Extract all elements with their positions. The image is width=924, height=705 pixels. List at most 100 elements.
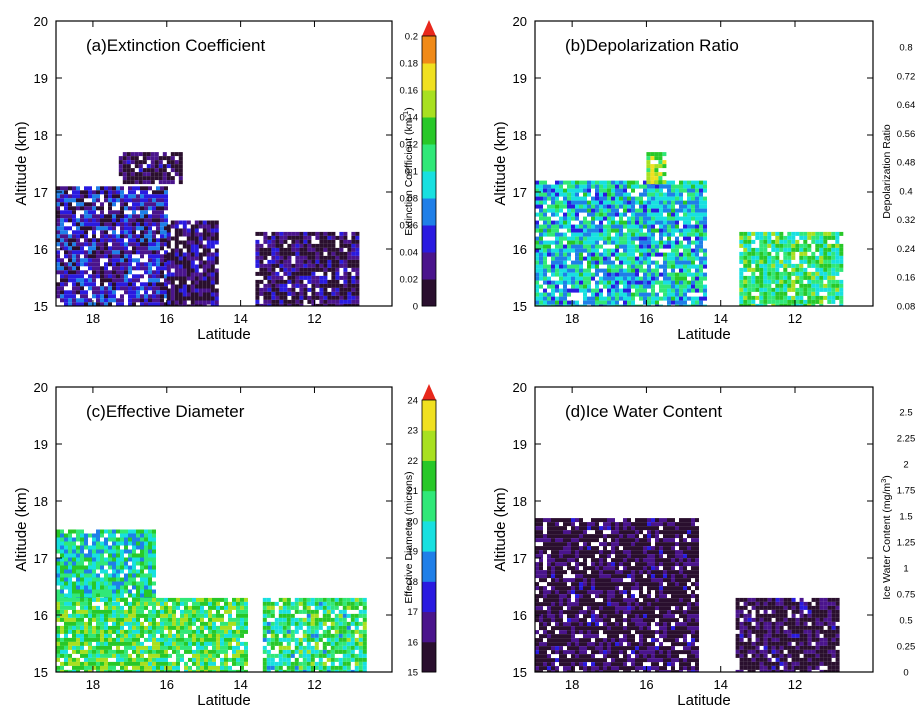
x-tick-label: 18: [565, 677, 579, 692]
colorbar-swatch: [422, 117, 436, 145]
colorbar-tick-label: 1.25: [897, 538, 916, 549]
colorbar-swatch: [422, 551, 436, 582]
colorbar-tick-label: 0.25: [897, 642, 916, 653]
colorbar-tick-label: 0: [903, 668, 908, 679]
x-tick-label: 14: [233, 311, 247, 326]
panel-c: 15 16 17 18 19 20 18 16 14 12 Latitude Altitude (km…: [13, 380, 437, 705]
colorbar-swatch: [422, 279, 436, 307]
x-tick-label: 16: [639, 311, 653, 326]
colorbar-tick-label: 0.04: [400, 248, 419, 259]
colorbar-swatch: [422, 198, 436, 226]
heatmap-region: [262, 597, 367, 672]
colorbar: 0.08 0.16 0.24 0.32 0.4 0.48 0.56 0.64 0.72 0.8 De…: [881, 43, 915, 313]
y-tick-label: 20: [513, 380, 527, 395]
y-tick-label: 20: [34, 14, 48, 29]
x-tick-label: 14: [713, 311, 727, 326]
colorbar-tick-label: 0.75: [897, 590, 916, 601]
y-tick-label: 18: [513, 494, 527, 509]
colorbar-tick-label: 0.24: [897, 244, 916, 255]
colorbar-tick-label: 0.16: [897, 273, 916, 284]
y-tick-label: 15: [513, 665, 527, 680]
colorbar-tick-label: 20: [407, 516, 418, 527]
y-tick-label: 16: [513, 608, 527, 623]
y-tick-label: 18: [513, 128, 527, 143]
x-tick-label: 18: [86, 311, 100, 326]
y-tick-label: 17: [34, 185, 48, 200]
x-axis-label: Latitude: [677, 692, 730, 705]
colorbar-swatch: [422, 225, 436, 253]
y-tick-label: 17: [513, 185, 527, 200]
y-tick-label: 16: [513, 242, 527, 257]
heatmap-region: [646, 152, 667, 185]
colorbar-swatch: [422, 63, 436, 91]
panel-title: (c)Effective Diameter: [86, 402, 245, 421]
colorbar-arrow: [422, 384, 436, 400]
colorbar-swatch: [422, 460, 436, 492]
colorbar-swatch: [422, 611, 436, 643]
panel-title: (b)Depolarization Ratio: [565, 36, 739, 55]
x-tick-label: 12: [307, 311, 321, 326]
plot-frame: [534, 386, 874, 673]
colorbar-tick-label: 1.5: [899, 512, 912, 523]
colorbar-tick-label: 2: [903, 460, 908, 471]
plot-frame: [534, 20, 874, 307]
colorbar-tick-label: 0.8: [899, 43, 912, 54]
y-tick-label: 19: [513, 71, 527, 86]
x-tick-label: 16: [160, 677, 174, 692]
y-tick-label: 19: [34, 71, 48, 86]
colorbar-tick-label: 2.5: [899, 408, 912, 419]
y-axis-label: Altitude (km): [13, 487, 30, 571]
colorbar-tick-label: 0.32: [897, 215, 916, 226]
colorbar-swatch: [422, 90, 436, 118]
y-axis-label: Altitude (km): [492, 121, 509, 205]
y-axis-label: Altitude (km): [492, 487, 509, 571]
colorbar: 15 16 17 18 19 20 21 22 23 24 Effective Diameter (…: [403, 384, 437, 679]
colorbar-tick-label: 19: [407, 547, 418, 558]
heatmap-region: [535, 518, 699, 672]
x-tick-label: 16: [639, 677, 653, 692]
y-tick-label: 20: [34, 380, 48, 395]
x-tick-label: 12: [788, 311, 802, 326]
colorbar-label: Effective Diameter (microns): [403, 471, 415, 603]
y-tick-label: 19: [513, 437, 527, 452]
colorbar-tick-label: 0.18: [400, 59, 419, 70]
x-tick-label: 18: [565, 311, 579, 326]
colorbar-tick-label: 17: [407, 607, 418, 618]
heatmap-region: [56, 529, 156, 602]
colorbar: 0 0.25 0.5 0.75 1 1.25 1.5 1.75 2 2.25 2.5 Ice Wate…: [879, 408, 915, 679]
colorbar: 0 0.02 0.04 0.06 0.08 0.1 0.12 0.14 0.16 0.18 0.2 E…: [400, 20, 437, 313]
y-tick-label: 17: [513, 551, 527, 566]
x-axis-label: Latitude: [677, 326, 730, 343]
colorbar-tick-label: 0.08: [897, 302, 916, 313]
colorbar-label: Ice Water Content (mg/m3): [879, 475, 893, 600]
heatmap-region: [56, 597, 248, 672]
colorbar-tick-label: 0.4: [899, 186, 912, 197]
heatmap-region: [166, 220, 219, 306]
colorbar-label: Extinction Coefficient (km-1): [401, 107, 415, 235]
x-axis-label: Latitude: [197, 326, 250, 343]
colorbar-tick-label: 0: [413, 302, 418, 313]
x-tick-label: 14: [233, 677, 247, 692]
plot-frame: [55, 20, 393, 307]
colorbar-tick-label: 0.16: [400, 86, 419, 97]
y-tick-label: 16: [34, 608, 48, 623]
colorbar-swatch: [422, 520, 436, 552]
panel-a: 15 16 17 18 19 20 18 16 14 12 Latitude Altitude (km…: [13, 14, 437, 343]
y-tick-label: 19: [34, 437, 48, 452]
colorbar-tick-label: 0.64: [897, 100, 916, 111]
y-tick-label: 15: [513, 299, 527, 314]
colorbar-tick-label: 0.5: [899, 616, 912, 627]
x-tick-label: 12: [307, 677, 321, 692]
colorbar-tick-label: 0.06: [400, 221, 419, 232]
x-tick-label: 16: [160, 311, 174, 326]
colorbar-tick-label: 22: [407, 456, 418, 467]
colorbar-tick-label: 23: [407, 426, 418, 437]
colorbar-tick-label: 0.1: [405, 167, 418, 178]
colorbar-swatch: [422, 490, 436, 522]
colorbar-tick-label: 2.25: [897, 434, 916, 445]
heatmap-region: [739, 231, 844, 306]
y-axis-label: Altitude (km): [13, 121, 30, 205]
colorbar-tick-label: 1.75: [897, 486, 916, 497]
colorbar-swatch: [422, 641, 436, 673]
